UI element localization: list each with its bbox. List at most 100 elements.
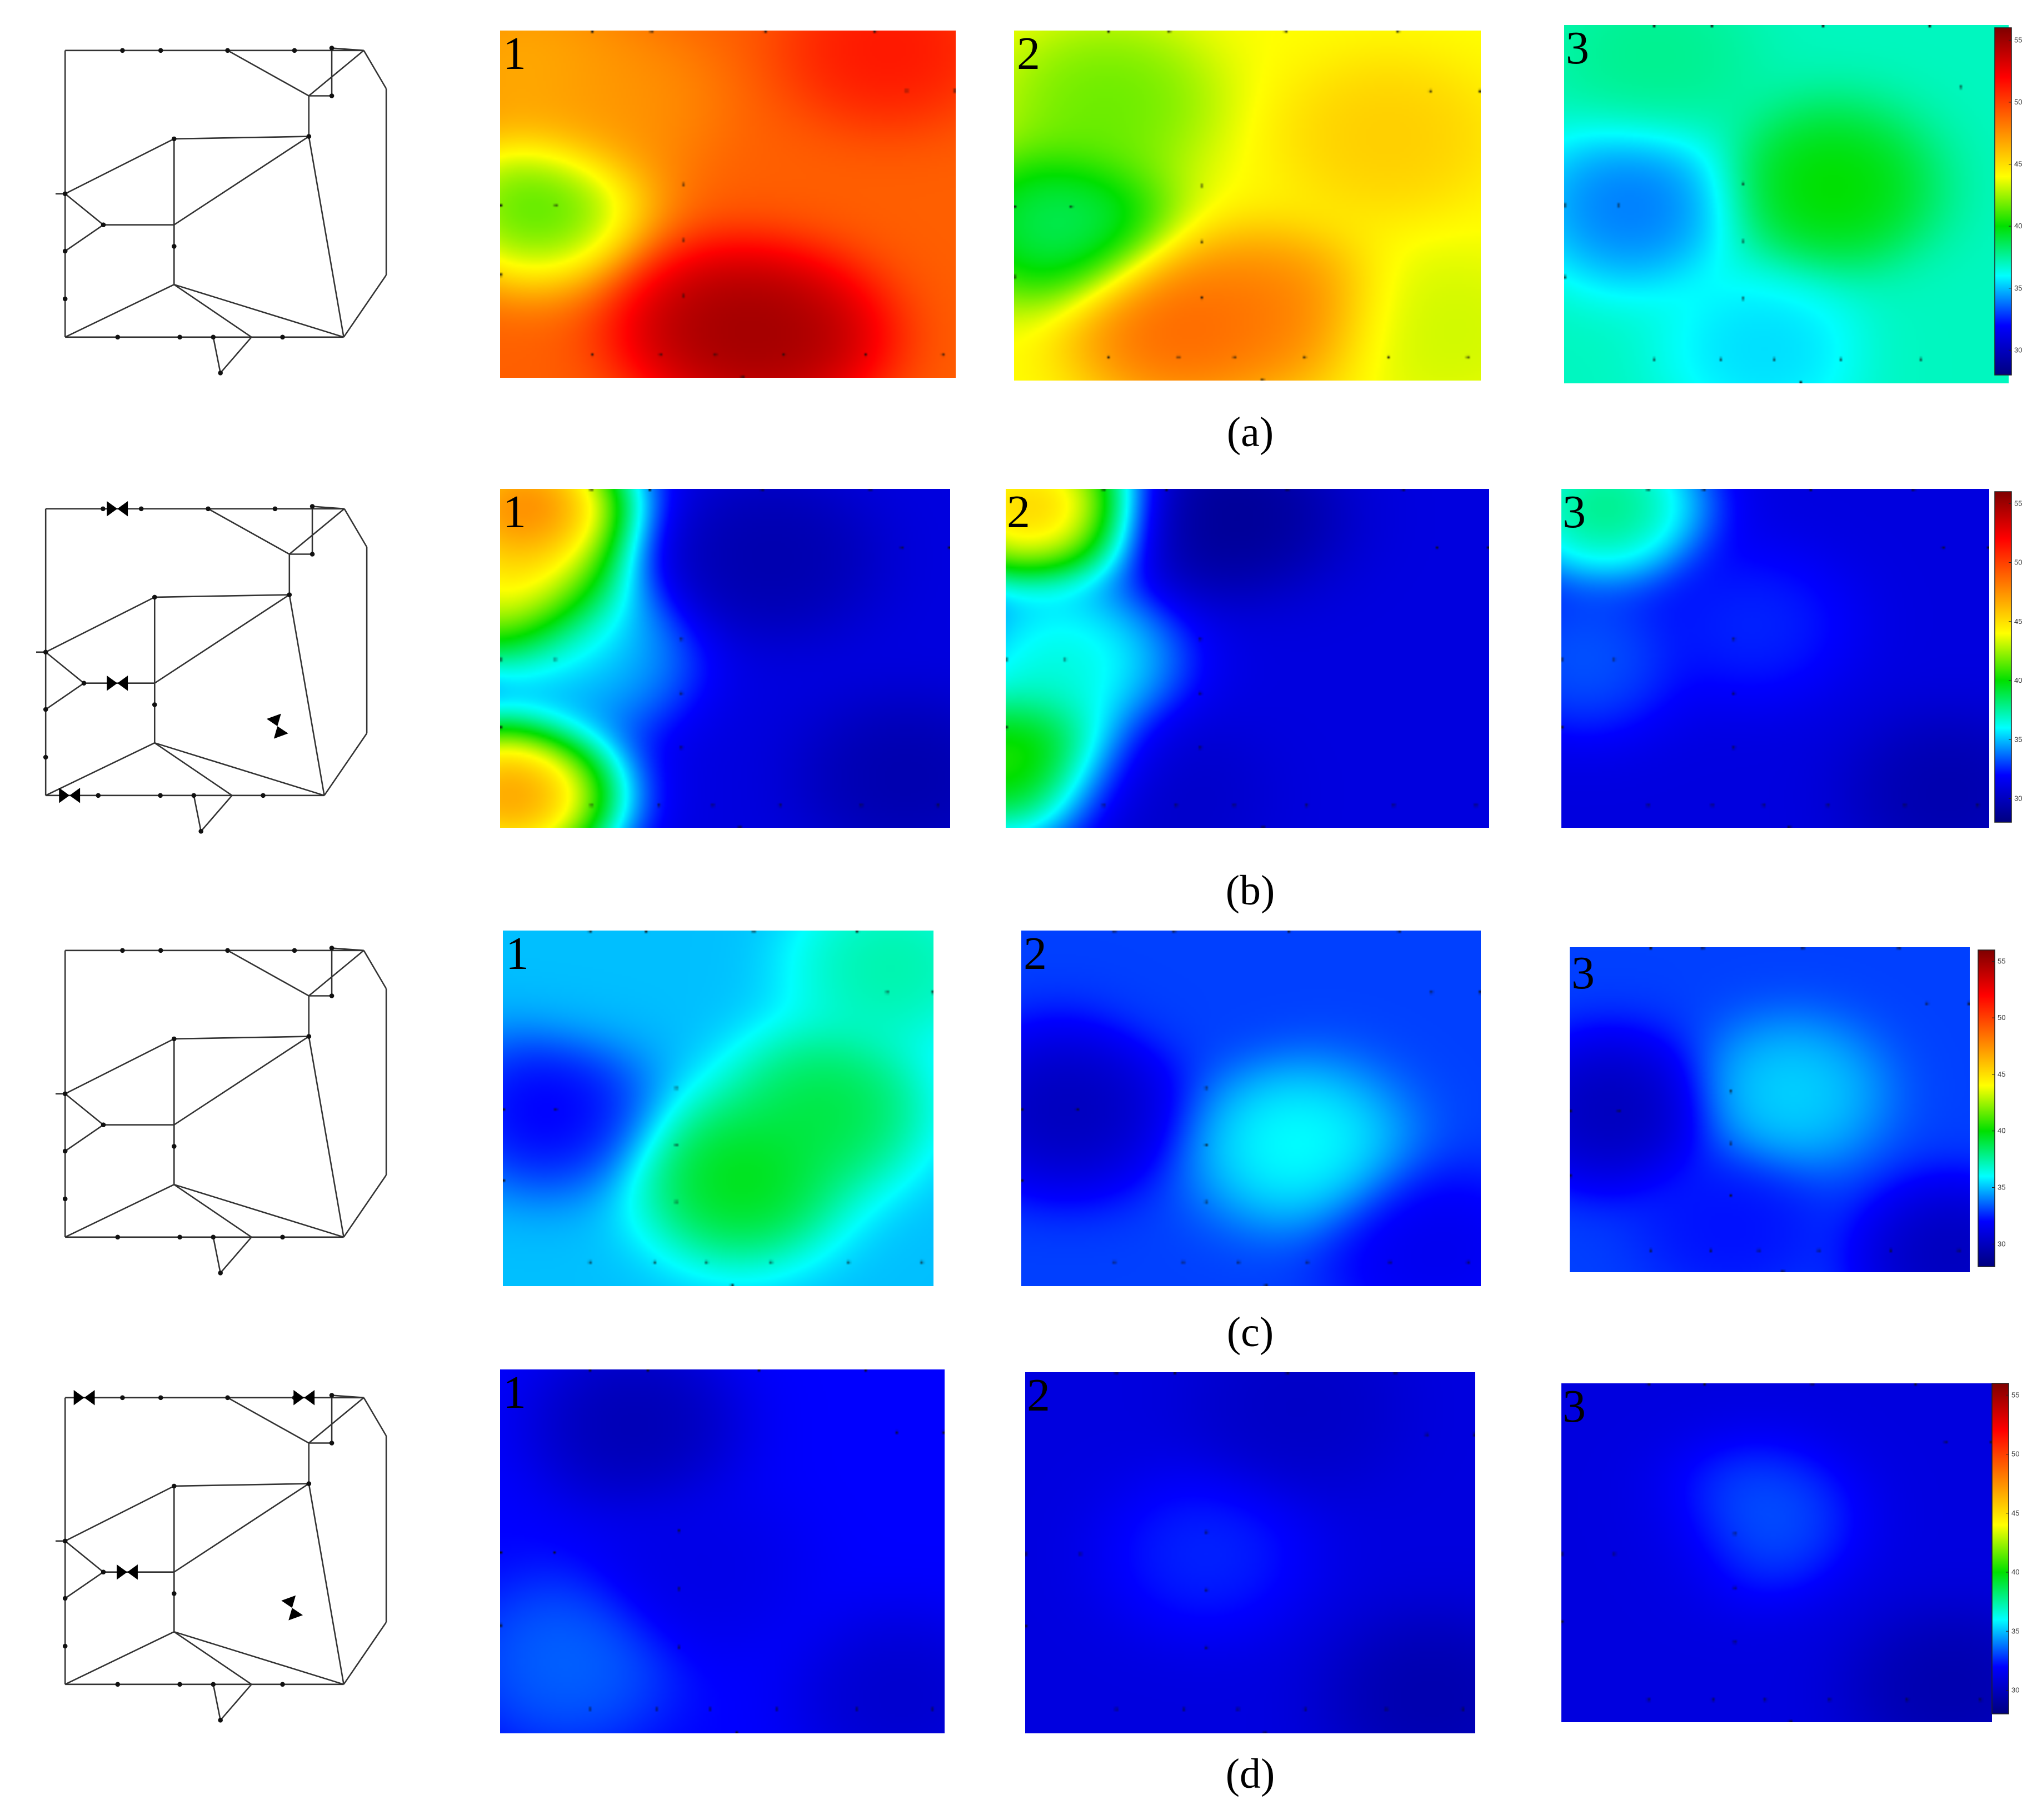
map-label-d-3: 3	[1562, 1381, 1586, 1432]
map-label-a-1: 1	[503, 28, 526, 79]
junction-node	[158, 793, 163, 798]
map-a-2	[1014, 31, 1481, 381]
junction-node	[287, 592, 292, 597]
junction-node	[120, 948, 125, 953]
map-c-2	[1021, 931, 1481, 1286]
caption-c: (c)	[1226, 1309, 1274, 1356]
junction-node	[120, 48, 125, 53]
junction-node	[292, 48, 297, 53]
map-b-2	[1006, 489, 1489, 828]
junction-node	[152, 594, 157, 600]
pipe-segment	[173, 1036, 309, 1126]
pipe-segment	[45, 596, 155, 653]
valve-icon	[59, 788, 81, 803]
network-diagram-d	[56, 1390, 387, 1723]
map-a-1	[500, 31, 956, 378]
junction-node	[62, 1196, 68, 1202]
pipe-segment	[174, 1483, 309, 1487]
colorbar-tick-label: 40	[1998, 1127, 2005, 1135]
junction-node	[218, 1271, 223, 1276]
junction-node	[158, 1395, 163, 1401]
map-label-b-1: 1	[503, 486, 526, 538]
junction-node	[62, 296, 68, 302]
pipe-segment	[193, 795, 202, 832]
map-d-2	[1025, 1372, 1475, 1733]
colorbar-gradient	[1994, 491, 2012, 823]
map-label-d-1: 1	[503, 1367, 526, 1418]
map-label-a-3: 3	[1566, 22, 1589, 74]
junction-node	[62, 1643, 68, 1649]
pipe-segment	[173, 283, 344, 338]
colorbar-tick-label: 50	[1998, 1013, 2005, 1022]
pipe-segment	[212, 1684, 221, 1721]
pipe-segment	[227, 1397, 309, 1444]
junction-node	[96, 793, 101, 798]
pipe-segment	[288, 594, 325, 796]
junction-node	[309, 552, 315, 557]
junction-node	[101, 1569, 106, 1574]
junction-node	[272, 506, 278, 512]
valve-icon	[107, 675, 128, 691]
junction-node	[225, 1395, 230, 1401]
colorbar-tick-label: 30	[1998, 1239, 2005, 1248]
map-d-1	[500, 1369, 945, 1733]
junction-node	[329, 993, 334, 998]
junction-node	[43, 649, 48, 655]
junction-node	[329, 1441, 334, 1446]
map-label-b-3: 3	[1562, 486, 1586, 538]
pipe-segment	[154, 594, 290, 684]
caption-d: (d)	[1225, 1751, 1275, 1797]
pipe-segment	[64, 1540, 104, 1573]
junction-node	[81, 681, 87, 686]
pipe-segment	[174, 136, 309, 140]
junction-node	[138, 506, 144, 512]
map-label-c-1: 1	[506, 928, 529, 979]
valve-icon	[266, 713, 288, 739]
junction-node	[198, 829, 203, 834]
pipe-segment	[308, 1397, 365, 1444]
junction-node	[306, 1481, 312, 1486]
colorbar-gradient	[1978, 949, 1995, 1267]
junction-node	[177, 334, 182, 340]
map-label-b-2: 2	[1007, 486, 1030, 538]
colorbar-tick-label: 30	[2014, 794, 2022, 803]
colorbar-a: 55 50 45 40 35 30	[1994, 27, 2022, 376]
pipe-segment	[308, 1483, 345, 1685]
colorbar-tick-label: 45	[2014, 617, 2022, 626]
map-b-3	[1561, 489, 1989, 828]
junction-node	[101, 506, 106, 512]
pipe-segment	[173, 136, 309, 226]
colorbar-tick-label: 35	[2014, 735, 2022, 743]
junction-node	[329, 1393, 334, 1398]
junction-node	[101, 222, 106, 227]
colorbar-b: 55 50 45 40 35 30	[1994, 491, 2022, 823]
junction-node	[171, 136, 177, 142]
junction-node	[280, 1682, 285, 1687]
pipe-segment	[308, 49, 365, 97]
colorbar-tick-label: 35	[2011, 1627, 2019, 1635]
colorbar-tick-label: 35	[1998, 1183, 2005, 1192]
pipe-segment	[219, 336, 252, 374]
junction-node	[62, 191, 68, 197]
map-label-c-3: 3	[1571, 947, 1595, 999]
pipe-segment	[308, 1036, 345, 1238]
pipe-segment	[308, 949, 365, 997]
pipe-segment	[363, 950, 387, 989]
map-label-a-2: 2	[1017, 28, 1040, 79]
junction-node	[177, 1234, 182, 1240]
pipe-segment	[45, 651, 84, 684]
junction-node	[206, 506, 211, 512]
pipe-segment	[331, 47, 364, 52]
map-b-1	[500, 489, 950, 828]
pipe-segment	[64, 1631, 174, 1685]
pipe-segment	[45, 682, 84, 711]
junction-node	[62, 1596, 68, 1601]
pipe-segment	[64, 1038, 174, 1094]
colorbar-gradient	[1991, 1383, 2009, 1714]
pipe-segment	[45, 742, 155, 796]
pipe-segment	[212, 337, 221, 373]
network-diagram-b	[36, 501, 368, 834]
colorbar-c: 55 50 45 40 35 30	[1978, 949, 2005, 1267]
junction-node	[329, 946, 334, 951]
pipe-segment	[308, 136, 345, 338]
